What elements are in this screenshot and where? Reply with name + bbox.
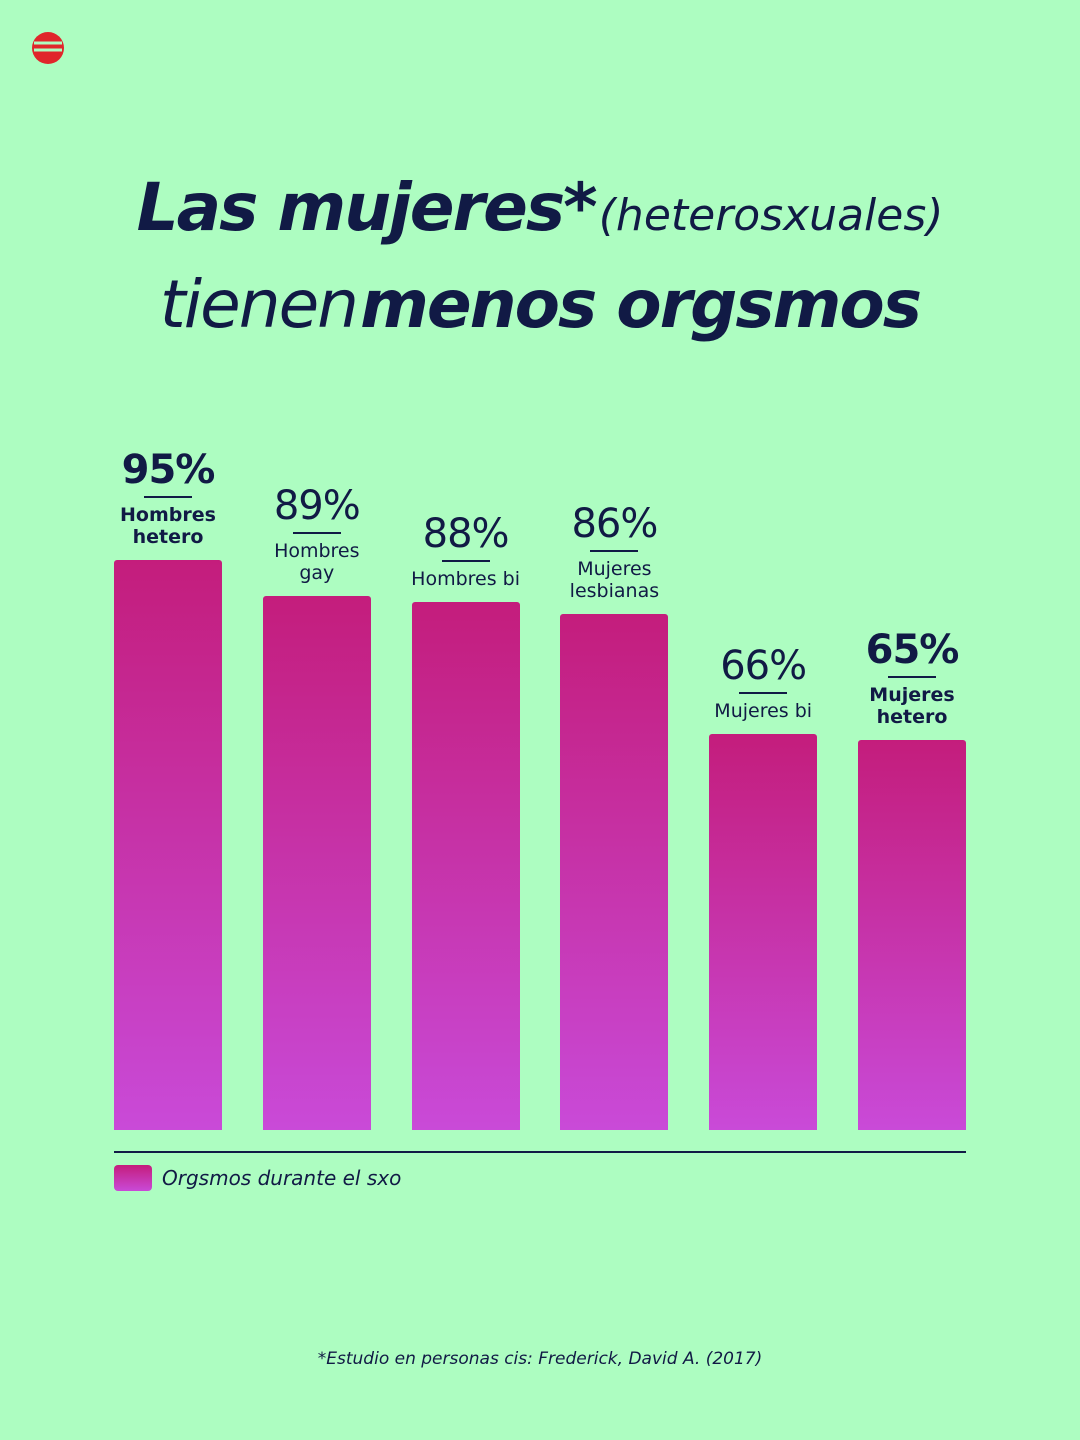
bar-label: 65% Mujeres hetero [837, 628, 987, 728]
value-label: 89% [273, 483, 361, 529]
value-label: 88% [422, 511, 510, 557]
bar [411, 602, 520, 1130]
bar [560, 614, 669, 1130]
baseline [114, 1151, 966, 1153]
bar-label: 95% Hombres hetero [93, 448, 243, 548]
category-label: Hombres hetero [120, 504, 216, 548]
chart-title: Las mujeres* (heterosxuales) tienen meno… [0, 168, 1080, 362]
value-label: 95% [121, 447, 216, 493]
category-label: Mujeres lesbianas [569, 558, 660, 602]
bar-label: 86% Mujeres lesbianas [539, 502, 689, 602]
category-label: Hombres bi [411, 568, 521, 590]
value-label: 65% [865, 627, 960, 673]
logo [32, 32, 64, 64]
category-label: Mujeres hetero [869, 684, 955, 728]
title-part: (heterosxuales) [598, 190, 944, 241]
legend-swatch [114, 1165, 152, 1191]
label-rule [144, 496, 192, 498]
legend-label: Orgsmos durante el sxo [162, 1166, 402, 1190]
bar [858, 740, 966, 1130]
label-rule [739, 692, 788, 694]
bar [262, 596, 371, 1130]
bar-label: 88% Hombres bi [391, 512, 541, 590]
bar-label: 66% Mujeres bi [688, 644, 838, 722]
category-label: Hombres gay [274, 540, 360, 584]
bar [114, 560, 222, 1130]
label-rule [292, 532, 341, 534]
bar-label: 89% Hombres gay [242, 484, 392, 584]
footnote: *Estudio en personas cis: Frederick, Dav… [317, 1349, 763, 1369]
value-label: 86% [571, 501, 658, 547]
title-part: tienen [159, 266, 359, 343]
bar [709, 734, 818, 1130]
value-label: 66% [720, 643, 807, 689]
label-rule [888, 676, 936, 678]
category-label: Mujeres bi [714, 700, 813, 722]
label-rule [590, 550, 639, 552]
label-rule [441, 560, 490, 562]
title-part: Las mujeres* [136, 169, 598, 246]
title-part: menos orgsmos [360, 266, 922, 343]
